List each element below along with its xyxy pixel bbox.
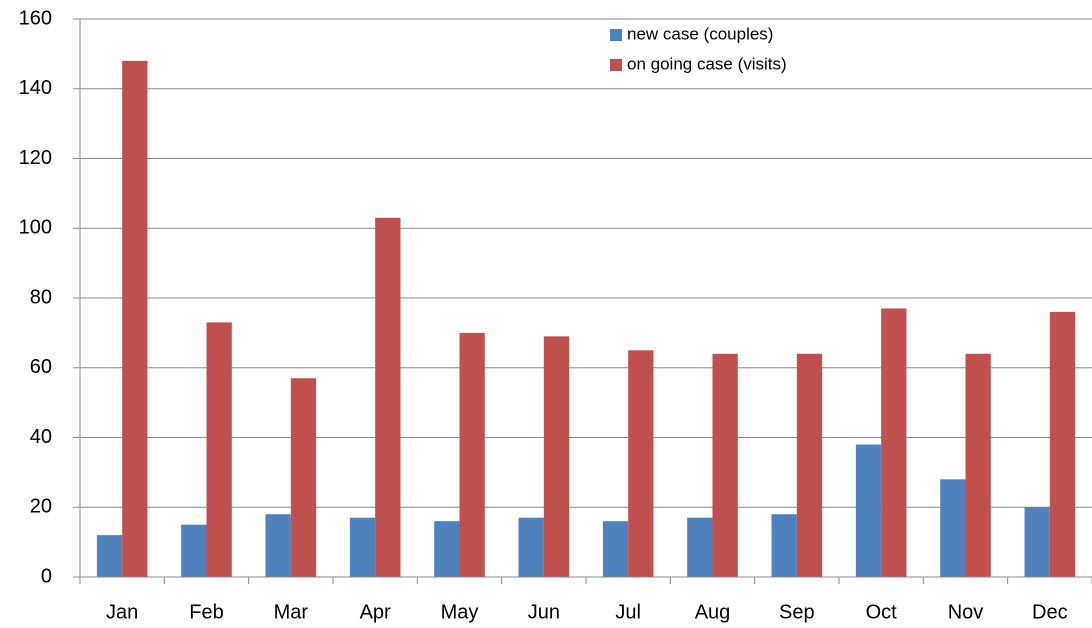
x-tick-label: Feb	[189, 601, 223, 623]
bar	[1049, 311, 1076, 577]
bar	[96, 535, 123, 577]
bar	[602, 521, 629, 577]
bar	[543, 336, 570, 577]
bar	[771, 514, 797, 577]
y-tick-label: 0	[41, 565, 52, 587]
bar	[122, 60, 148, 578]
bar	[181, 524, 207, 577]
legend-label: on going case (visits)	[627, 54, 787, 73]
y-tick-label: 160	[19, 7, 52, 29]
x-tick-label: Jan	[106, 601, 138, 623]
x-tick-label: Aug	[695, 601, 731, 623]
x-tick-label: Mar	[274, 601, 309, 623]
bar	[375, 217, 401, 577]
x-tick-label: Jul	[615, 601, 641, 623]
bar	[687, 517, 713, 577]
y-tick-label: 120	[19, 147, 52, 169]
x-tick-label: Oct	[866, 601, 898, 623]
legend-label: new case (couples)	[627, 24, 773, 43]
x-tick-label: May	[441, 601, 479, 623]
bar	[349, 517, 376, 577]
bar	[1024, 507, 1050, 577]
bar	[290, 378, 317, 577]
x-tick-label: Nov	[948, 601, 984, 623]
bar	[881, 308, 907, 577]
bar	[206, 322, 232, 577]
legend-swatch	[610, 59, 622, 71]
y-tick-label: 60	[30, 356, 52, 378]
x-tick-label: Dec	[1032, 601, 1068, 623]
bar	[796, 353, 823, 577]
x-tick-label: Jun	[528, 601, 560, 623]
y-tick-label: 20	[30, 496, 52, 518]
bar	[265, 514, 291, 577]
bar	[855, 444, 882, 577]
x-tick-label: Apr	[360, 601, 391, 623]
bar	[459, 332, 485, 577]
bar	[434, 521, 460, 577]
y-tick-label: 80	[30, 286, 52, 308]
bar	[940, 479, 966, 577]
x-tick-label: Sep	[779, 601, 815, 623]
y-tick-label: 140	[19, 77, 52, 99]
bar	[628, 350, 654, 577]
legend-swatch	[610, 29, 622, 41]
y-tick-label: 100	[19, 217, 52, 239]
y-tick-label: 40	[30, 426, 52, 448]
bar	[965, 353, 991, 577]
bar	[712, 353, 738, 577]
bar	[518, 517, 544, 577]
